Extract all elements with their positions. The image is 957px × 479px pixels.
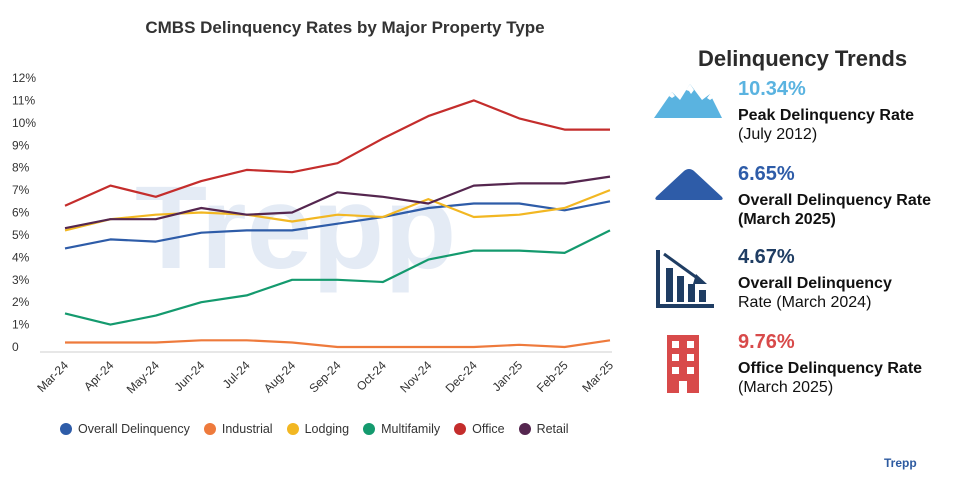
y-tick-label: 8%: [12, 161, 30, 175]
legend-item: Lodging: [286, 422, 350, 436]
y-tick-label: 10%: [12, 116, 36, 130]
y-tick-label: 0: [12, 340, 19, 354]
series-line-multifamily: [64, 229, 611, 326]
y-tick-label: 5%: [12, 228, 30, 242]
y-tick-label: 12%: [12, 71, 36, 85]
series-line-industrial: [65, 339, 611, 349]
legend-item: Overall Delinquency: [60, 422, 190, 436]
stat-label: Overall Delinquency Rate (March 2025): [738, 192, 931, 228]
legend-swatch: [363, 423, 376, 435]
legend-label: Overall Delinquency: [78, 422, 190, 436]
series-line-retail: [64, 175, 611, 230]
stat-office-2025: 9.76% Office Delinquency Rate (March 2025…: [650, 331, 950, 411]
legend-label: Retail: [536, 422, 569, 436]
legend-swatch: [203, 423, 216, 435]
y-tick-label: 1%: [12, 318, 30, 332]
stat-label: Peak Delinquency Rate (July 2012): [738, 107, 915, 143]
x-tick-label: May-24: [124, 358, 162, 396]
y-tick-label: 4%: [12, 250, 30, 264]
x-tick-label: Jul-24: [220, 358, 253, 391]
stat-overall-2025: 6.65% Overall Delinquency Rate (March 20…: [650, 163, 950, 243]
x-tick-label: Feb-25: [534, 358, 571, 395]
line-chart: Trepp 12% 11% 10% 9% 8% 7% 6% 5% 4% 3% 2% 1% 0 Mar-24 A…: [12, 71, 616, 396]
x-tick-label: Oct-24: [354, 358, 390, 394]
legend-label: Industrial: [221, 422, 273, 436]
stat-value: 6.65%: [738, 163, 795, 185]
legend-label: Lodging: [304, 422, 350, 436]
x-tick-label: Jun-24: [172, 358, 208, 394]
triangle-icon: [655, 169, 723, 200]
x-tick-label: Dec-24: [443, 358, 480, 395]
x-tick-label: Aug-24: [261, 358, 298, 395]
legend-item: Office: [454, 422, 505, 436]
y-tick-label: 3%: [12, 273, 30, 287]
chart-title: CMBS Delinquency Rates by Major Property…: [145, 18, 545, 37]
office-building-icon: [667, 335, 699, 393]
x-tick-label: Mar-25: [579, 358, 616, 395]
y-tick-label: 2%: [12, 295, 30, 309]
stat-value: 4.67%: [738, 246, 795, 268]
x-tick-label: Sep-24: [306, 358, 343, 395]
y-tick-label: 11%: [12, 93, 35, 107]
y-tick-label: 6%: [12, 206, 30, 220]
watermark: Trepp: [135, 162, 456, 294]
y-tick-label: 7%: [12, 183, 30, 197]
chart-legend: Overall Delinquency Industrial Lodging Mult…: [60, 422, 569, 436]
legend-label: Office: [472, 422, 505, 436]
legend-item: Retail: [518, 422, 569, 436]
series-line-lodging: [64, 189, 611, 232]
legend-item: Industrial: [203, 422, 273, 436]
x-tick-label: Apr-24: [81, 358, 117, 394]
declining-chart-icon: [656, 250, 714, 308]
brand-logo: Trepp: [884, 456, 917, 470]
legend-item: Multifamily: [363, 422, 440, 436]
legend-swatch: [518, 423, 531, 435]
mountain-icon: [654, 84, 722, 118]
stat-peak-delinquency: 10.34% Peak Delinquency Rate (July 2012): [650, 78, 950, 158]
series-line-overall-delinquency: [64, 200, 611, 250]
stat-label: Overall Delinquency Rate (March 2024): [738, 275, 892, 311]
x-tick-label: Jan-25: [489, 358, 525, 394]
legend-swatch: [454, 423, 467, 435]
stat-label: Office Delinquency Rate (March 2025): [738, 360, 923, 396]
stat-value: 9.76%: [738, 331, 795, 353]
legend-label: Multifamily: [381, 422, 441, 436]
x-tick-label: Mar-24: [34, 358, 71, 395]
series-line-office: [64, 99, 610, 207]
trends-title: Delinquency Trends: [698, 46, 908, 71]
legend-swatch: [60, 423, 72, 435]
y-tick-label: 9%: [12, 138, 30, 152]
stat-overall-2024: 4.67% Overall Delinquency Rate (March 202…: [650, 246, 950, 326]
stat-value: 10.34%: [738, 78, 806, 100]
x-tick-label: Nov-24: [397, 358, 434, 395]
legend-swatch: [286, 423, 299, 435]
